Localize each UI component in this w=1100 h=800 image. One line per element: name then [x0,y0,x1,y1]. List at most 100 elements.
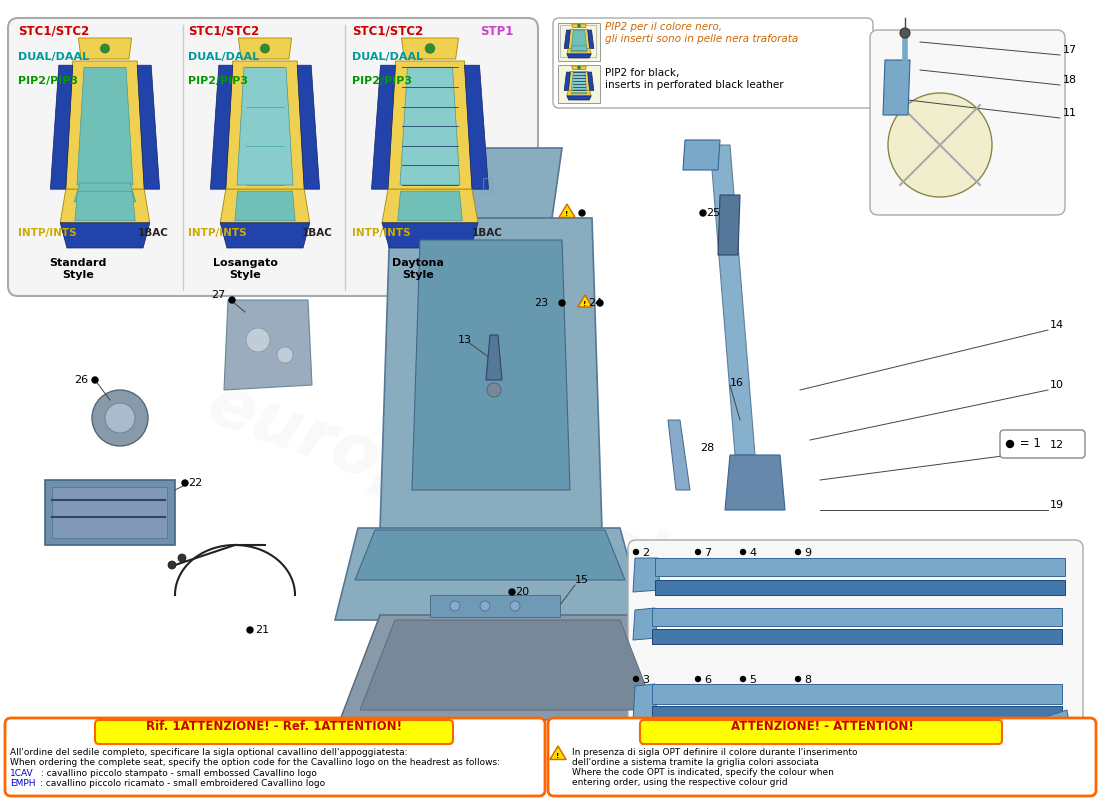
Text: 22: 22 [188,478,202,488]
Polygon shape [683,140,720,170]
Polygon shape [77,67,133,185]
Text: 10: 10 [1050,380,1064,390]
Circle shape [695,550,701,554]
Polygon shape [569,71,590,90]
Text: INTP/INTS: INTP/INTS [352,228,410,238]
Polygon shape [464,66,488,190]
Text: 1BAC: 1BAC [138,228,169,238]
Polygon shape [559,204,575,218]
Text: 28: 28 [700,443,714,453]
Polygon shape [566,49,591,54]
FancyBboxPatch shape [95,720,453,744]
Circle shape [888,93,992,197]
Polygon shape [74,183,135,202]
FancyBboxPatch shape [8,18,538,296]
Text: = 1: = 1 [1016,437,1041,450]
Bar [652,706,1062,724]
Text: 27: 27 [211,290,226,300]
Text: 20: 20 [515,587,529,597]
Circle shape [559,300,565,306]
Text: 1BAC: 1BAC [472,228,503,238]
Text: 25: 25 [706,208,721,218]
Circle shape [579,210,585,216]
Text: Daytona
Style: Daytona Style [392,258,444,280]
Text: 8: 8 [804,675,811,685]
Bar [652,629,1062,644]
Text: 11: 11 [1063,108,1077,118]
Polygon shape [400,67,460,185]
Polygon shape [66,61,144,190]
Text: 16: 16 [730,378,744,388]
Polygon shape [236,67,293,185]
Polygon shape [412,240,570,490]
Circle shape [480,601,490,611]
Text: : cavallino piccolo stampato - small embossed Cavallino logo: : cavallino piccolo stampato - small emb… [39,769,317,778]
Polygon shape [718,195,740,255]
Text: ATTENZIONE! - ATTENTION!: ATTENZIONE! - ATTENTION! [730,720,913,733]
Polygon shape [60,222,150,248]
Polygon shape [372,66,396,190]
Bar [45,480,175,545]
Text: 4: 4 [749,548,756,558]
Circle shape [1006,441,1013,447]
Circle shape [182,480,188,486]
Polygon shape [571,30,586,48]
Polygon shape [336,528,645,620]
Bar [652,608,1062,626]
Text: 18: 18 [1063,75,1077,85]
Circle shape [634,677,638,682]
Text: INTP/INTS: INTP/INTS [188,228,246,238]
Polygon shape [340,615,680,720]
Circle shape [740,677,746,682]
Polygon shape [398,191,462,221]
Circle shape [178,554,186,562]
Text: 3: 3 [642,675,649,685]
Bar [654,558,1065,576]
Circle shape [597,300,603,306]
Text: PIP2/PIP3: PIP2/PIP3 [18,76,78,86]
Text: 15: 15 [575,575,589,585]
Polygon shape [587,30,594,49]
Text: PIP2/PIP3: PIP2/PIP3 [352,76,412,86]
Text: 7: 7 [704,548,711,558]
Polygon shape [224,300,312,390]
Text: DUAL/DAAL: DUAL/DAAL [18,52,89,62]
Circle shape [101,44,109,53]
Text: 23: 23 [534,298,548,308]
Polygon shape [632,608,657,640]
Polygon shape [632,684,657,722]
Circle shape [578,66,580,69]
Text: INTP/INTS: INTP/INTS [18,228,77,238]
Circle shape [634,550,638,554]
Text: PIP2 per il colore nero,
gli inserti sono in pelle nera traforata: PIP2 per il colore nero, gli inserti son… [605,22,799,43]
Circle shape [92,390,148,446]
Polygon shape [572,24,586,27]
Polygon shape [355,530,625,580]
Circle shape [450,601,460,611]
FancyBboxPatch shape [548,718,1096,796]
Polygon shape [402,38,459,59]
Text: europapassion: europapassion [198,370,762,630]
Polygon shape [550,746,566,759]
Circle shape [426,44,434,53]
Circle shape [261,44,270,53]
Text: Where the code OPT is indicated, specify the colour when: Where the code OPT is indicated, specify… [572,768,834,777]
Circle shape [795,677,801,682]
Text: !: ! [583,301,586,306]
Text: In presenza di sigla OPT definire il colore durante l'inserimento: In presenza di sigla OPT definire il col… [572,748,858,757]
Polygon shape [60,190,150,222]
Circle shape [509,589,515,595]
Text: Losangato
Style: Losangato Style [212,258,277,280]
Polygon shape [566,96,591,100]
Text: DUAL/DAAL: DUAL/DAAL [188,52,260,62]
Bar [558,65,600,103]
Text: STC1/STC2: STC1/STC2 [352,25,424,38]
Circle shape [740,550,746,554]
Polygon shape [418,148,562,218]
Polygon shape [388,61,472,190]
Polygon shape [486,335,502,380]
Polygon shape [564,30,570,49]
Circle shape [900,28,910,38]
FancyBboxPatch shape [6,718,544,796]
Text: 2: 2 [642,548,649,558]
